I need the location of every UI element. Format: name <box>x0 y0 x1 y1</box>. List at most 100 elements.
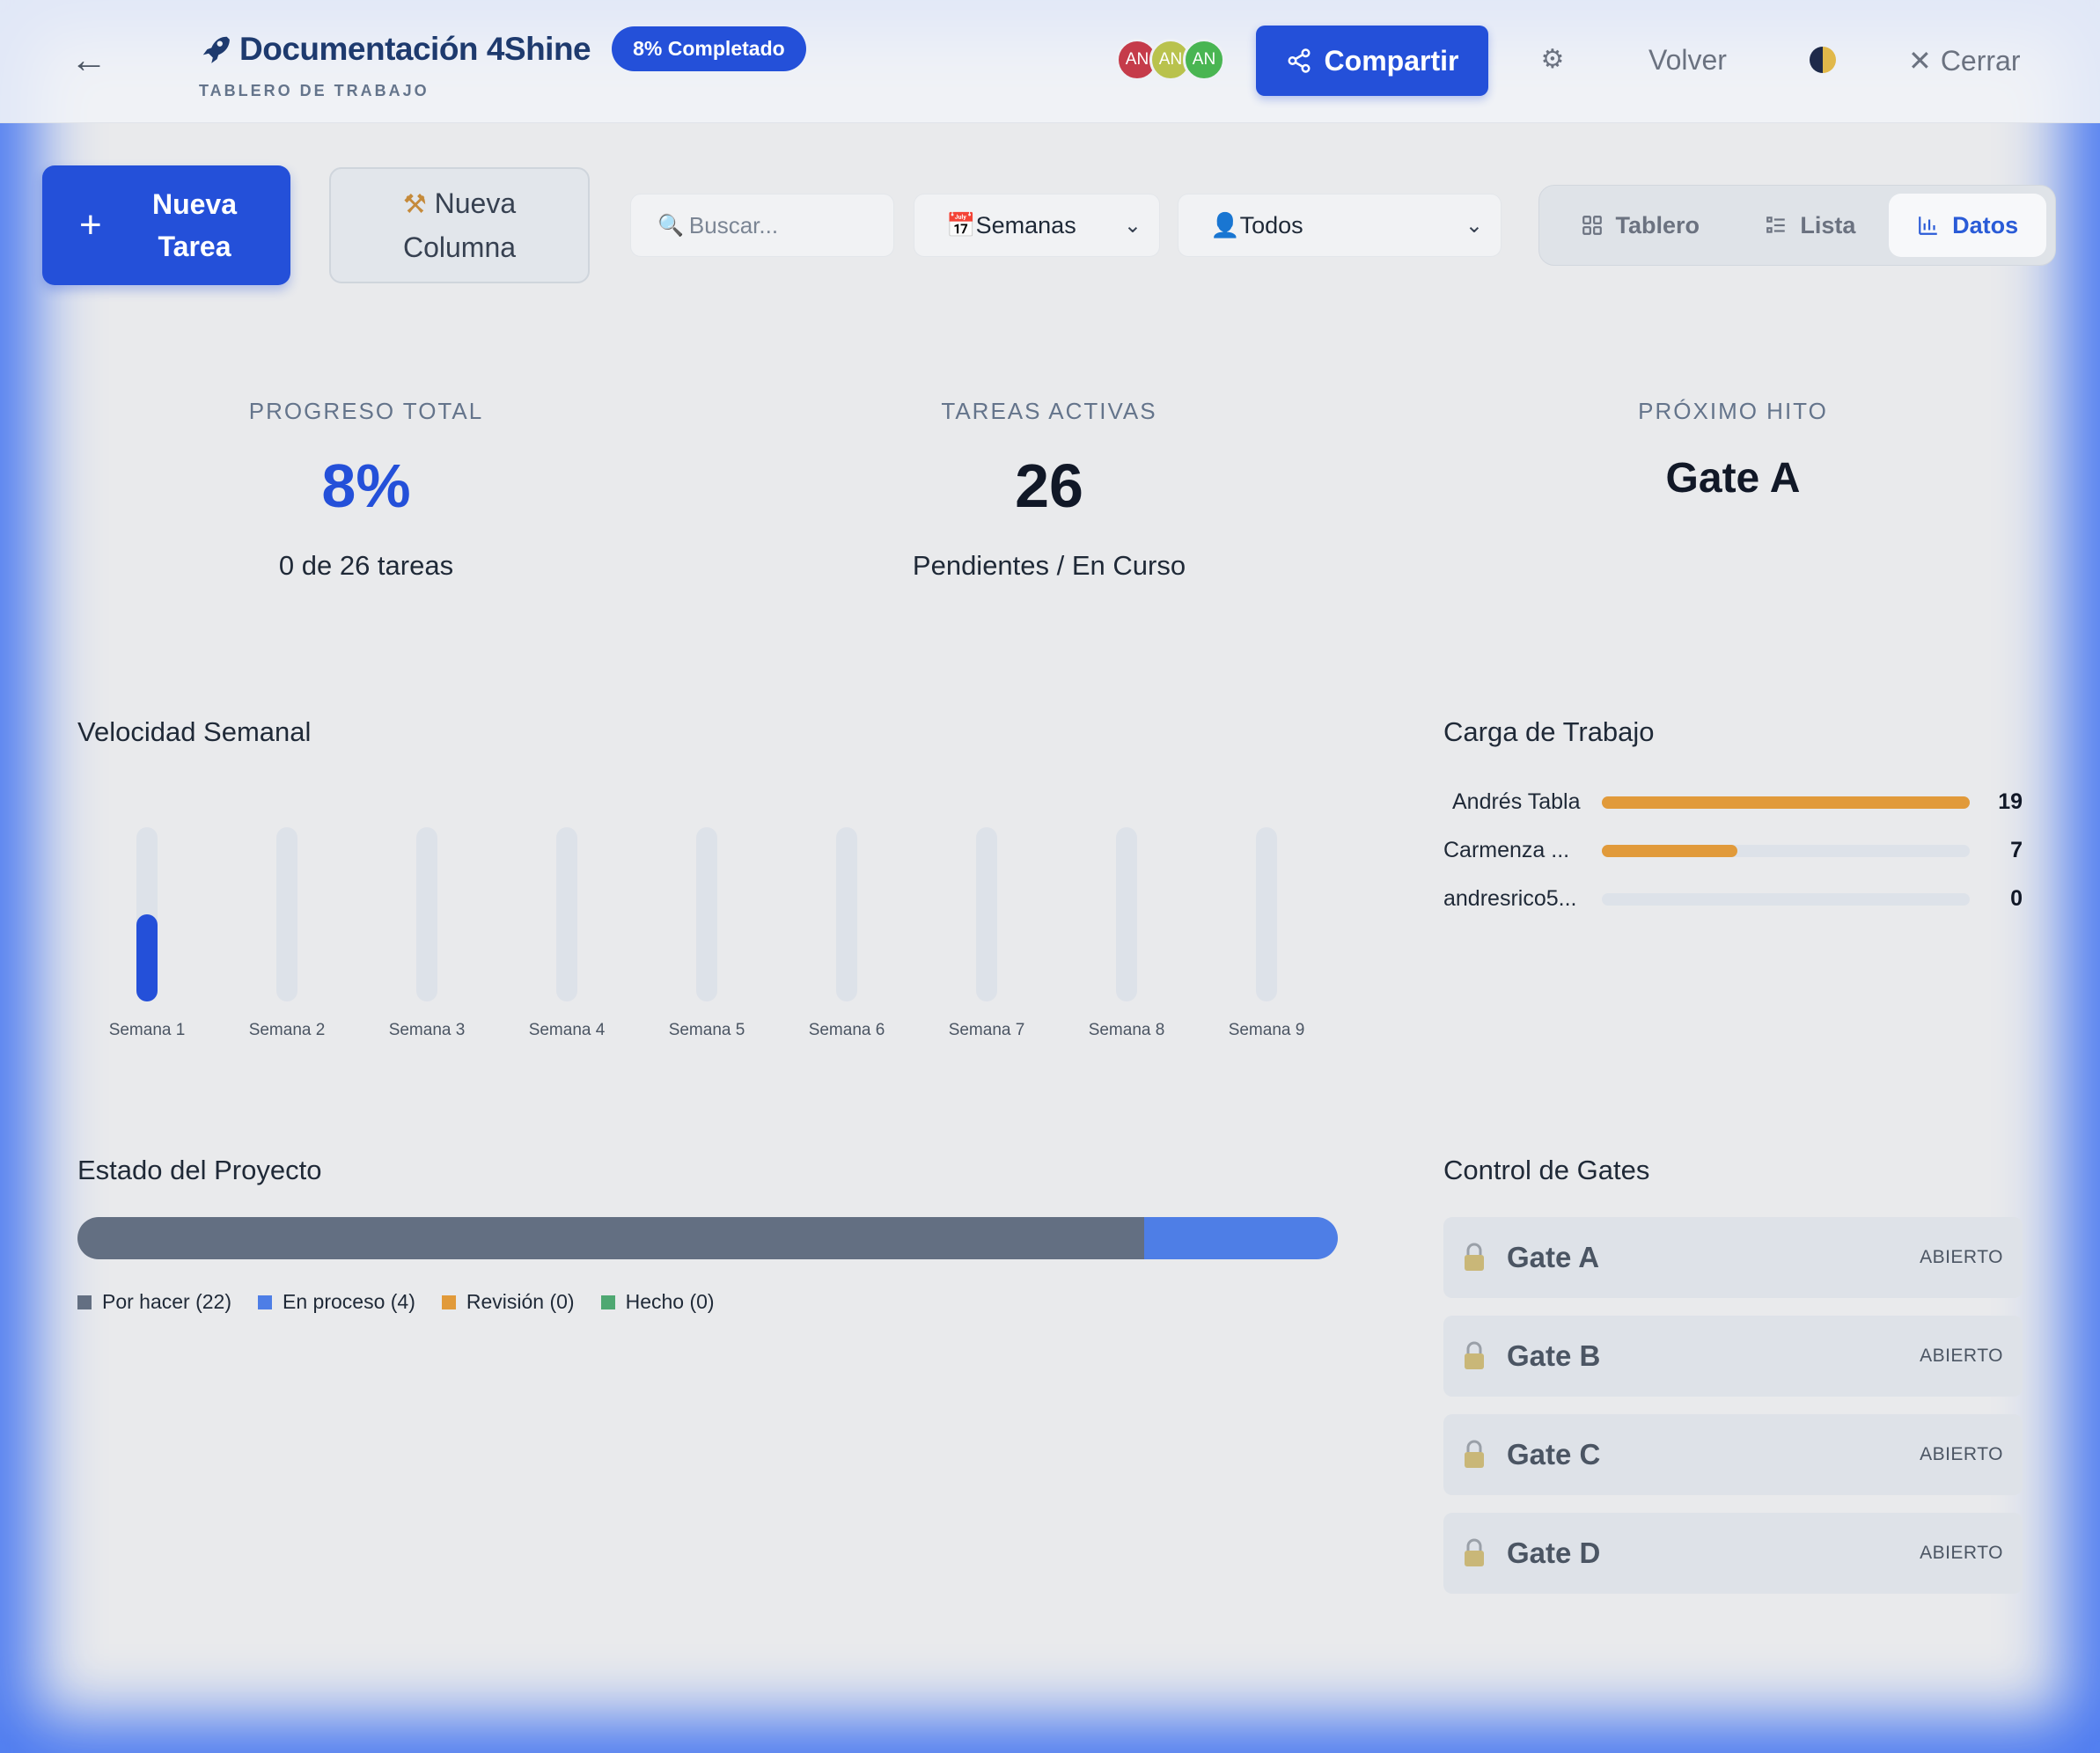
close-label: Cerrar <box>1940 44 2021 77</box>
velocity-bar-track <box>1116 827 1137 1001</box>
velocity-title: Velocidad Semanal <box>77 716 312 747</box>
period-select-value: Semanas <box>975 212 1076 238</box>
workload-fill <box>1602 796 1970 809</box>
gate-name: Gate B <box>1507 1339 1601 1372</box>
stat-progress: PROGRESO TOTAL 8% 0 de 26 tareas <box>137 398 595 582</box>
grid-icon <box>1582 216 1602 235</box>
gate-name: Gate A <box>1507 1241 1600 1273</box>
assignee-select-value: Todos <box>1239 212 1303 238</box>
assignee-select[interactable]: 👤Todos ⌄ <box>1178 194 1502 257</box>
workload-row: Carmenza ... 7 <box>1443 826 2024 875</box>
new-task-label: Nueva Tarea <box>151 188 238 262</box>
plus-icon: + <box>79 203 102 246</box>
list-icon <box>1766 216 1786 233</box>
gear-icon[interactable]: ⚙ <box>1540 45 1565 74</box>
stat-value: Gate A <box>1665 455 1801 502</box>
gates-title: Control de Gates <box>1443 1155 1650 1185</box>
status-progress-bar <box>77 1217 1338 1259</box>
gate-item[interactable]: Gate D ABIERTO <box>1443 1513 2023 1594</box>
gate-status: ABIERTO <box>1920 1444 2003 1464</box>
avatar[interactable]: AN <box>1183 39 1225 81</box>
legend-item: Por hacer (22) <box>77 1290 231 1314</box>
tab-list-label: Lista <box>1800 211 1856 238</box>
gate-status: ABIERTO <box>1920 1346 2003 1366</box>
tab-list[interactable]: Lista <box>1732 194 1890 257</box>
legend-label: Revisión (0) <box>466 1290 575 1313</box>
stat-sub: 0 de 26 tareas <box>278 550 454 581</box>
stat-value: 26 <box>1015 451 1083 520</box>
page-subtitle: TABLERO DE TRABAJO <box>199 82 430 99</box>
new-task-button[interactable]: + Nueva Tarea <box>42 165 290 285</box>
velocity-bar-track <box>976 827 997 1001</box>
workload-title: Carga de Trabajo <box>1443 716 1655 747</box>
legend-swatch <box>258 1295 273 1309</box>
workload-name: Andrés Tabla <box>1452 789 1581 814</box>
velocity-tick-label: Semana 3 <box>389 1021 466 1039</box>
close-button[interactable]: ✕ Cerrar <box>1908 44 2020 77</box>
status-segment <box>1143 1217 1338 1259</box>
avatar-group: AN AN AN <box>1116 39 1225 81</box>
legend-item: Revisión (0) <box>441 1290 575 1314</box>
legend-swatch <box>77 1295 92 1309</box>
back-button[interactable]: Volver <box>1648 44 1727 76</box>
legend-swatch <box>600 1295 615 1309</box>
workload-fill <box>1602 844 1737 857</box>
tab-data-label: Datos <box>1952 211 2019 238</box>
workload-track <box>1602 892 1970 906</box>
workload-track <box>1602 796 1970 809</box>
workload-track <box>1602 844 1970 857</box>
status-legend: Por hacer (22) En proceso (4) Revisión (… <box>77 1290 715 1314</box>
bar-chart-icon <box>1919 216 1937 235</box>
legend-swatch <box>441 1295 456 1309</box>
page-title: Documentación 4Shine <box>239 30 591 67</box>
share-button[interactable]: Compartir <box>1256 26 1488 96</box>
user-icon: 👤 <box>1210 212 1240 238</box>
gate-name: Gate C <box>1507 1438 1601 1471</box>
gate-item[interactable]: Gate A ABIERTO <box>1443 1217 2023 1298</box>
top-bar: ← Documentación 4Shine 8% Completado TAB… <box>0 0 2100 123</box>
progress-badge: 8% Completado <box>612 26 806 71</box>
view-switcher: Tablero Lista Datos <box>1538 185 2056 266</box>
tab-data[interactable]: Datos <box>1889 194 2046 257</box>
workload-value: 0 <box>2010 886 2023 911</box>
period-select[interactable]: 📅Semanas ⌄ <box>914 194 1160 257</box>
gate-item[interactable]: Gate C ABIERTO <box>1443 1414 2023 1495</box>
chevron-down-icon: ⌄ <box>1465 213 1483 238</box>
search-input[interactable] <box>688 211 883 239</box>
theme-toggle-icon[interactable] <box>1810 47 1836 73</box>
tab-board[interactable]: Tablero <box>1548 194 1732 257</box>
title-block: Documentación 4Shine 8% Completado TABLE… <box>199 26 806 100</box>
stat-active-tasks: TAREAS ACTIVAS 26 Pendientes / En Curso <box>820 398 1278 582</box>
gate-item[interactable]: Gate B ABIERTO <box>1443 1316 2023 1397</box>
stat-value: 8% <box>321 451 411 520</box>
workload-value: 19 <box>1998 789 2023 814</box>
velocity-tick-label: Semana 2 <box>249 1021 326 1039</box>
lock-icon <box>1465 1341 1484 1369</box>
velocity-tick-label: Semana 6 <box>809 1021 885 1039</box>
back-arrow-icon[interactable]: ← <box>70 39 107 80</box>
velocity-bar-track <box>276 827 297 1001</box>
crane-icon: ⚒ <box>402 190 427 219</box>
lock-icon <box>1465 1538 1484 1566</box>
velocity-tick-label: Semana 1 <box>109 1021 186 1039</box>
share-label: Compartir <box>1324 44 1459 77</box>
velocity-bar-track <box>696 827 717 1001</box>
velocity-bar-track <box>1256 827 1277 1001</box>
legend-item: Hecho (0) <box>600 1290 715 1314</box>
velocity-bar-track <box>836 827 857 1001</box>
velocity-tick-label: Semana 7 <box>949 1021 1025 1039</box>
status-segment <box>77 1217 1144 1259</box>
new-column-button[interactable]: ⚒ Nueva Columna <box>329 167 590 283</box>
stat-label: TAREAS ACTIVAS <box>941 398 1157 424</box>
workload-row: Andrés Tabla 19 <box>1443 778 2024 826</box>
calendar-icon: 📅 <box>946 212 976 238</box>
new-column-label: Nueva Columna <box>402 187 517 263</box>
workload-value: 7 <box>2010 838 2023 862</box>
stat-sub: Pendientes / En Curso <box>912 550 1186 581</box>
search-box[interactable]: 🔍 <box>630 194 894 257</box>
search-icon: 🔍 <box>657 213 684 238</box>
close-icon: ✕ <box>1908 45 1932 77</box>
chevron-down-icon: ⌄ <box>1123 213 1142 238</box>
velocity-tick-label: Semana 4 <box>529 1021 606 1039</box>
